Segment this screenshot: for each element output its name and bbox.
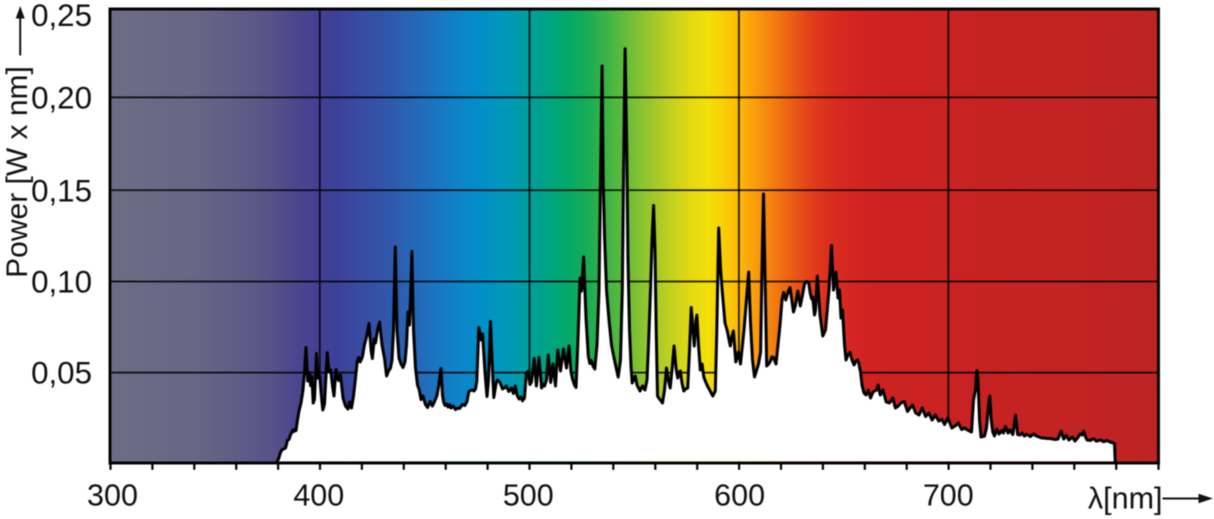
svg-text:300: 300 [87, 479, 138, 513]
svg-text:0,25: 0,25 [31, 0, 92, 33]
svg-text:Power [W x nm]: Power [W x nm] [1, 66, 34, 278]
svg-text:600: 600 [714, 479, 765, 513]
svg-text:0,10: 0,10 [31, 265, 92, 300]
svg-text:λ[nm]: λ[nm] [1088, 482, 1163, 516]
svg-text:500: 500 [503, 479, 554, 513]
svg-text:700: 700 [923, 479, 974, 513]
svg-text:400: 400 [293, 479, 344, 513]
svg-text:0,20: 0,20 [31, 80, 92, 115]
svg-text:0,15: 0,15 [31, 173, 92, 208]
svg-text:0,05: 0,05 [31, 356, 92, 391]
